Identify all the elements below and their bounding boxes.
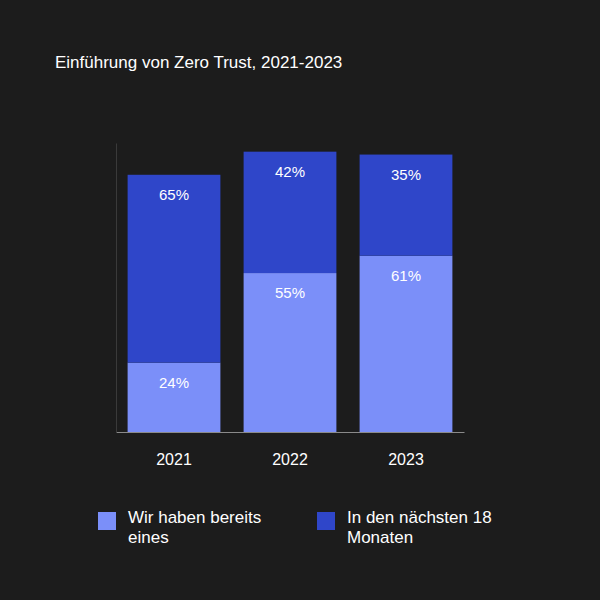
data-label: 24% [159, 374, 189, 391]
legend-label: In den nächsten 18 Monaten [347, 508, 507, 548]
data-label: 61% [391, 267, 421, 284]
y-axis [116, 144, 117, 433]
legend-label: Wir haben bereits eines [128, 508, 288, 548]
x-tick-label: 2022 [272, 451, 308, 468]
y-axis-line [116, 144, 117, 433]
x-tick: 2023 [388, 451, 424, 468]
data-label: 42% [275, 163, 305, 180]
bar-segment [244, 273, 337, 432]
legend-item: Wir haben bereits eines [98, 508, 288, 548]
bar-segment [128, 363, 221, 432]
background [0, 0, 600, 600]
bar-segment [360, 155, 453, 256]
data-label: 55% [275, 284, 305, 301]
bar-segment [244, 152, 337, 273]
x-axis-line [117, 432, 465, 433]
data-labels: 24% 55% 61% 65% 42% 35% [159, 163, 421, 391]
legend-swatch [98, 512, 116, 530]
data-label: 65% [159, 186, 189, 203]
bar-segment [128, 175, 221, 363]
legend-item: In den nächsten 18 Monaten [317, 508, 507, 548]
bars [128, 152, 453, 432]
x-tick-label: 2021 [156, 451, 192, 468]
x-tick: 2021 [156, 451, 192, 468]
data-label: 35% [391, 166, 421, 183]
x-tick-label: 2023 [388, 451, 424, 468]
x-axis: 2021 2022 2023 [117, 433, 465, 469]
chart-title: Einführung von Zero Trust, 2021-2023 [55, 53, 342, 72]
bar-segment [360, 256, 453, 432]
legend-swatch [317, 512, 335, 530]
x-tick: 2022 [272, 451, 308, 468]
